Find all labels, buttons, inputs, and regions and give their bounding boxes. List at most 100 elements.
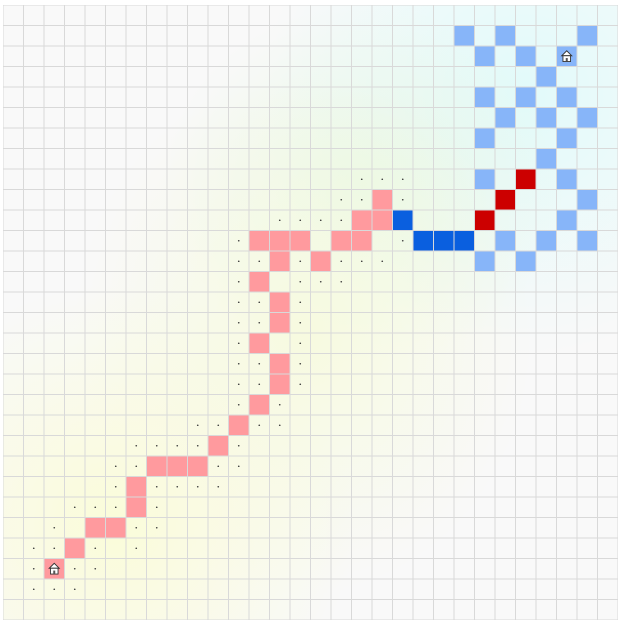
game-board[interactable] bbox=[3, 5, 618, 620]
enemy-head-cell bbox=[454, 231, 474, 251]
player-trail-cell bbox=[352, 210, 372, 230]
enemy-trail-cell bbox=[475, 251, 495, 271]
enemy-head-cell bbox=[393, 210, 413, 230]
marker-dot bbox=[340, 280, 343, 283]
enemy-trail-cell bbox=[495, 231, 515, 251]
player-trail-cell bbox=[126, 497, 146, 517]
marker-dot bbox=[217, 424, 220, 427]
marker-dot bbox=[319, 280, 322, 283]
marker-dot bbox=[258, 301, 261, 304]
marker-dot bbox=[299, 280, 302, 283]
marker-dot bbox=[32, 588, 35, 591]
marker-dot bbox=[53, 526, 56, 529]
enemy-trail-cell bbox=[557, 210, 577, 230]
marker-dot bbox=[258, 383, 261, 386]
marker-dot bbox=[135, 547, 138, 550]
enemy-trail-cell bbox=[495, 108, 515, 128]
marker-dot bbox=[114, 485, 117, 488]
player-trail-cell bbox=[208, 436, 228, 456]
marker-dot bbox=[258, 260, 261, 263]
marker-dot bbox=[237, 342, 240, 345]
enemy-trail-cell bbox=[475, 169, 495, 189]
player-trail-cell bbox=[249, 231, 269, 251]
marker-dot bbox=[237, 260, 240, 263]
marker-dot bbox=[340, 219, 343, 222]
enemy-trail-cell bbox=[577, 26, 597, 46]
marker-dot bbox=[155, 526, 158, 529]
enemy-trail-cell bbox=[536, 231, 556, 251]
marker-dot bbox=[360, 198, 363, 201]
marker-dot bbox=[73, 588, 76, 591]
marker-dot bbox=[94, 506, 97, 509]
player-trail-cell bbox=[249, 395, 269, 415]
home-icon bbox=[44, 559, 64, 579]
enemy-trail-cell bbox=[557, 169, 577, 189]
marker-dot bbox=[299, 383, 302, 386]
marker-dot bbox=[401, 239, 404, 242]
player-trail-cell bbox=[372, 190, 392, 210]
marker-dot bbox=[114, 506, 117, 509]
marker-dot bbox=[340, 198, 343, 201]
player-trail-cell bbox=[270, 313, 290, 333]
player-trail-cell bbox=[352, 231, 372, 251]
enemy-head-cell bbox=[413, 231, 433, 251]
player-trail-cell bbox=[372, 210, 392, 230]
enemy-trail-cell bbox=[516, 251, 536, 271]
marker-dot bbox=[237, 321, 240, 324]
marker-dot bbox=[299, 342, 302, 345]
marker-dot bbox=[258, 362, 261, 365]
marker-dot bbox=[340, 260, 343, 263]
marker-dot bbox=[258, 424, 261, 427]
enemy-trail-cell bbox=[516, 87, 536, 107]
game-grid bbox=[3, 5, 618, 620]
marker-dot bbox=[135, 444, 138, 447]
enemy-trail-cell bbox=[536, 108, 556, 128]
marker-dot bbox=[155, 506, 158, 509]
marker-dot bbox=[278, 424, 281, 427]
marker-dot bbox=[360, 178, 363, 181]
player-trail-cell bbox=[249, 272, 269, 292]
marker-dot bbox=[278, 219, 281, 222]
marker-dot bbox=[196, 485, 199, 488]
marker-dot bbox=[196, 444, 199, 447]
marker-dot bbox=[73, 506, 76, 509]
player-trail-cell bbox=[106, 518, 126, 538]
player-trail-cell bbox=[147, 456, 167, 476]
marker-dot bbox=[237, 465, 240, 468]
player-trail-cell bbox=[167, 456, 187, 476]
marker-dot bbox=[196, 424, 199, 427]
player-trail-cell bbox=[65, 538, 85, 558]
marker-dot bbox=[299, 362, 302, 365]
enemy-trail-cell bbox=[557, 128, 577, 148]
marker-dot bbox=[299, 301, 302, 304]
marker-dot bbox=[401, 178, 404, 181]
player-head-cell bbox=[516, 169, 536, 189]
marker-dot bbox=[237, 362, 240, 365]
marker-dot bbox=[237, 280, 240, 283]
player-trail-cell bbox=[249, 333, 269, 353]
enemy-trail-cell bbox=[475, 87, 495, 107]
marker-dot bbox=[73, 567, 76, 570]
enemy-trail-cell bbox=[577, 108, 597, 128]
enemy-trail-cell bbox=[577, 190, 597, 210]
player-trail-cell bbox=[188, 456, 208, 476]
marker-dot bbox=[237, 301, 240, 304]
marker-dot bbox=[114, 465, 117, 468]
enemy-trail-cell bbox=[577, 231, 597, 251]
marker-dot bbox=[401, 198, 404, 201]
player-trail-cell bbox=[270, 292, 290, 312]
enemy-trail-cell bbox=[475, 46, 495, 66]
player-trail-cell bbox=[290, 231, 310, 251]
marker-dot bbox=[381, 178, 384, 181]
marker-dot bbox=[155, 485, 158, 488]
marker-dot bbox=[299, 219, 302, 222]
player-trail-cell bbox=[85, 518, 105, 538]
marker-dot bbox=[53, 547, 56, 550]
grid-lines bbox=[3, 5, 618, 620]
marker-dot bbox=[237, 239, 240, 242]
marker-dot bbox=[135, 526, 138, 529]
marker-dot bbox=[155, 444, 158, 447]
marker-dot bbox=[237, 383, 240, 386]
player-trail-cell bbox=[311, 251, 331, 271]
enemy-trail-cell bbox=[495, 26, 515, 46]
